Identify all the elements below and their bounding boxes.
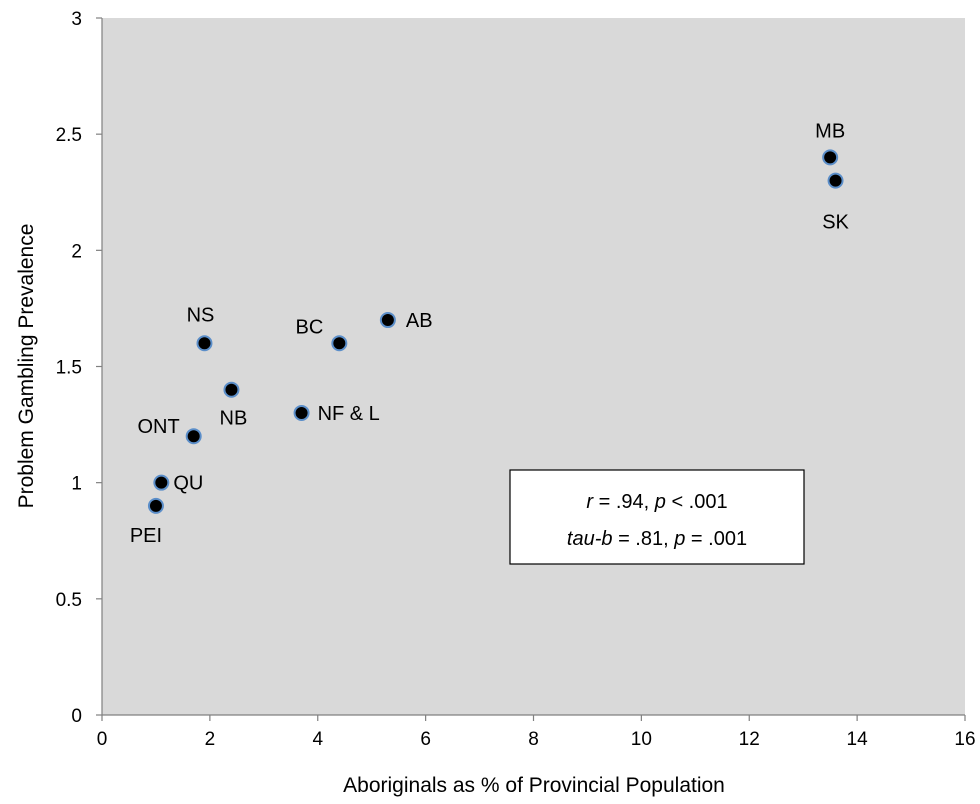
stats-line-2: tau-b = .81, p = .001 [567,528,747,550]
y-tick-label: 0.5 [56,590,82,611]
stats-p-symbol-2: p [673,528,685,550]
data-point [147,497,164,514]
x-tick-label: 8 [528,729,539,750]
point-group: MB [815,120,845,166]
point-label: BC [296,316,324,338]
stats-line-1: r = .94, p < .001 [586,491,727,513]
y-tick-label: 2 [71,241,82,262]
point-group: ONT [137,416,202,445]
point-group: AB [379,310,433,332]
data-point [153,474,170,491]
point-label: NF & L [318,403,380,425]
stats-annotation: r = .94, p < .001 tau-b = .81, p = .001 [509,469,805,565]
point-label: NB [220,408,248,430]
point-group: SK [822,172,850,234]
stats-tau-symbol: tau-b [567,528,613,550]
x-tick-label: 10 [631,729,652,750]
data-point [379,312,396,329]
stats-box [509,469,805,565]
data-point [822,149,839,166]
data-point [331,335,348,352]
stats-p-value-1: < .001 [666,491,728,513]
x-tick-label: 0 [97,729,108,750]
data-point [827,172,844,189]
y-axis-title: Problem Gambling Prevalence [15,224,38,509]
y-tick-label: 1.5 [56,358,82,379]
y-tick-label: 2.5 [56,125,82,146]
ticks: 0 2 4 6 8 10 12 14 16 0 0.5 1 1.5 2 2.5 3 [56,9,976,750]
stats-tau-value: = .81, [613,528,675,550]
point-label: SK [822,212,849,234]
data-point [185,428,202,445]
x-tick-label: 16 [954,729,975,750]
stats-r-symbol: r [586,491,594,513]
data-point [223,381,240,398]
x-tick-label: 4 [312,729,323,750]
point-label: PEI [130,525,162,547]
data-point [293,404,310,421]
point-group: QU [153,473,203,495]
point-group: NS [187,304,215,352]
point-label: NS [187,304,215,326]
x-tick-label: 14 [847,729,869,750]
x-axis-title: Aboriginals as % of Provincial Populatio… [343,774,725,797]
point-label: ONT [137,416,179,438]
data-point [196,335,213,352]
y-tick-label: 3 [71,9,82,30]
point-label: MB [815,120,845,142]
point-group: BC [296,316,348,352]
y-tick-label: 1 [71,474,82,495]
x-tick-label: 6 [420,729,431,750]
stats-p-symbol-1: p [654,491,666,513]
y-tick-label: 0 [71,706,82,727]
stats-p-value-2: = .001 [685,528,747,550]
point-group: NF & L [293,403,380,425]
point-label: AB [406,310,433,332]
point-group: NB [220,381,248,430]
x-tick-label: 12 [739,729,760,750]
point-group: PEI [130,497,164,547]
x-tick-label: 2 [205,729,216,750]
point-label: QU [173,473,203,495]
plot-area [102,18,965,715]
stats-r-value: = .94, [593,491,655,513]
data-points: MB SK AB BC NS NB NF & L ONT QU PEI [130,120,850,547]
